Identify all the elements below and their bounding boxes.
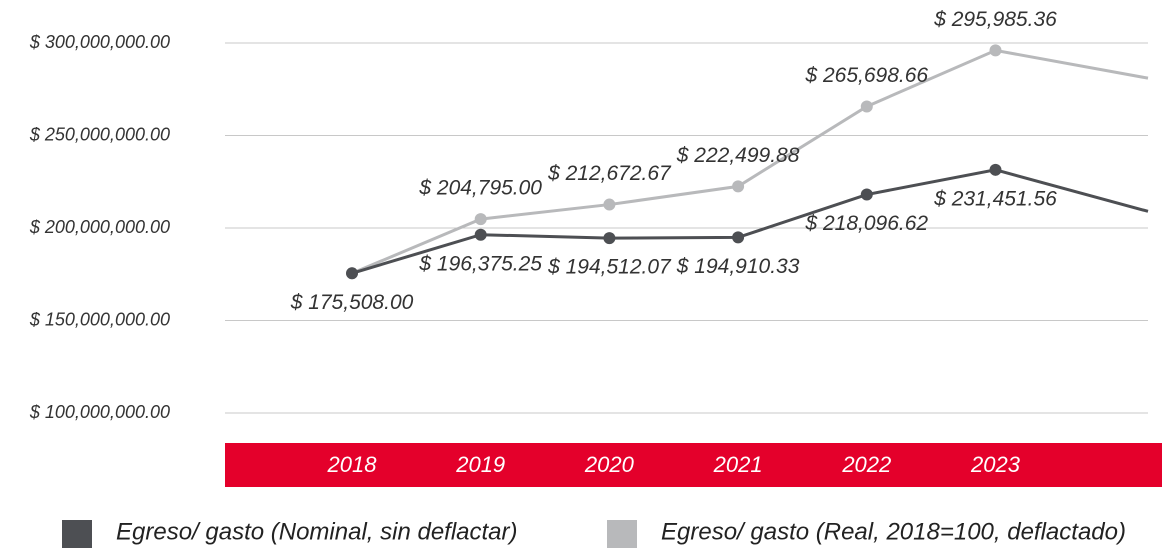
y-tick-label: $ 300,000,000.00	[29, 32, 170, 52]
data-label: $ 196,375.25	[418, 252, 542, 275]
data-point	[474, 228, 487, 241]
data-point	[732, 180, 745, 193]
y-tick-label: $ 100,000,000.00	[29, 402, 170, 422]
x-tick-label: 2019	[455, 452, 505, 477]
data-point	[989, 44, 1002, 57]
data-label: $ 204,795.00	[418, 177, 542, 200]
data-label: $ 222,499.88	[676, 144, 800, 167]
data-label: $ 194,910.33	[676, 255, 800, 278]
data-label: $ 212,672.67	[547, 162, 672, 185]
data-label: $ 218,096.62	[804, 212, 928, 235]
data-label: $ 265,698.66	[804, 64, 928, 87]
legend-label: Egreso/ gasto (Real, 2018=100, deflactad…	[661, 518, 1126, 545]
y-tick-label: $ 200,000,000.00	[29, 217, 170, 237]
legend-swatch	[607, 520, 637, 548]
data-point	[989, 163, 1002, 176]
data-point	[603, 232, 616, 245]
data-point	[603, 198, 616, 211]
data-label: $ 194,512.07	[547, 256, 672, 279]
data-point	[860, 100, 873, 113]
data-label: $ 231,451.56	[933, 187, 1057, 210]
legend-label: Egreso/ gasto (Nominal, sin deflactar)	[116, 518, 518, 545]
data-point	[732, 231, 745, 244]
data-point	[860, 188, 873, 201]
legend-swatch	[62, 520, 92, 548]
x-tick-label: 2022	[841, 452, 891, 477]
x-axis-band	[225, 443, 1162, 487]
x-tick-label: 2020	[584, 452, 635, 477]
x-tick-label: 2021	[713, 452, 763, 477]
data-label: $ 175,508.00	[290, 291, 414, 314]
data-label: $ 295,985.36	[933, 8, 1057, 31]
x-tick-label: 2018	[327, 452, 378, 477]
x-tick-label: 2023	[970, 452, 1021, 477]
data-point	[474, 213, 487, 226]
y-tick-label: $ 150,000,000.00	[29, 309, 170, 329]
data-point	[346, 267, 358, 280]
y-tick-label: $ 250,000,000.00	[29, 124, 170, 144]
